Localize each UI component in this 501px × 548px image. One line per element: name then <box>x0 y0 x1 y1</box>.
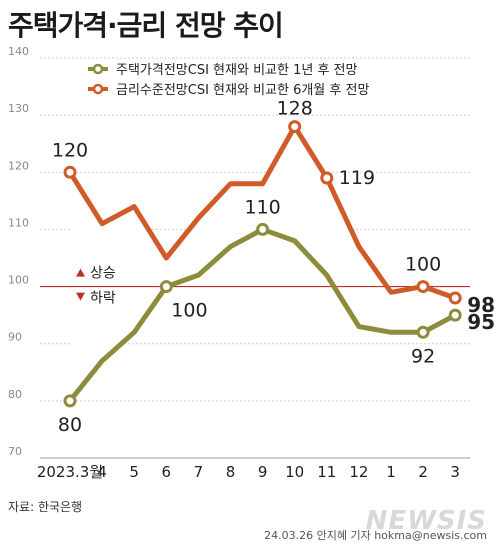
data-point <box>256 222 270 236</box>
x-tick-label: 3 <box>450 463 460 481</box>
x-tick-label: 1 <box>386 463 396 481</box>
data-label: 92 <box>411 345 435 367</box>
data-point <box>448 291 462 305</box>
x-tick-label: 4 <box>97 463 107 481</box>
area-between-series <box>70 126 456 401</box>
x-tick-label: 8 <box>226 463 236 481</box>
data-point <box>63 394 77 408</box>
credit-line: 24.03.26 안지혜 기자 hokma@newsis.com <box>264 529 487 542</box>
watermark: NEWSIS <box>365 506 487 536</box>
y-tick-label: 100 <box>8 274 29 287</box>
y-tick-label: 130 <box>8 102 29 115</box>
y-tick-label: 90 <box>8 331 22 344</box>
data-label: 119 <box>339 167 375 189</box>
data-point <box>448 308 462 322</box>
up-triangle-icon <box>76 268 85 277</box>
data-point <box>159 280 173 294</box>
x-tick-label: 9 <box>258 463 268 481</box>
data-label: 100 <box>171 300 207 322</box>
legend-marker-1 <box>92 63 104 75</box>
y-tick-label: 120 <box>8 159 29 172</box>
data-label: 128 <box>277 98 313 120</box>
x-tick-label: 2023.3월 <box>37 463 103 481</box>
legend-marker-2 <box>92 83 104 95</box>
data-label: 95 <box>467 310 495 334</box>
x-tick-label: 2 <box>418 463 428 481</box>
data-label: 98 <box>467 293 495 317</box>
y-tick-label: 140 <box>8 45 29 58</box>
y-tick-label: 110 <box>8 216 29 229</box>
data-label: 80 <box>58 414 82 436</box>
x-tick-label: 12 <box>349 463 368 481</box>
data-point <box>288 120 302 134</box>
chart-title: 주택가격·금리 전망 추이 <box>8 9 284 42</box>
y-tick-label: 80 <box>8 388 22 401</box>
data-label: 120 <box>52 139 88 161</box>
data-point <box>63 165 77 179</box>
down-label: 하락 <box>90 291 116 307</box>
x-tick-label: 6 <box>162 463 172 481</box>
legend-label-2: 금리수준전망CSI 현재와 비교한 6개월 후 전망 <box>116 83 369 98</box>
up-label: 상승 <box>90 266 116 282</box>
data-point <box>320 171 334 185</box>
data-point <box>416 325 430 339</box>
x-tick-label: 11 <box>317 463 336 481</box>
legend-label-1: 주택가격전망CSI 현재와 비교한 1년 후 전망 <box>116 63 357 78</box>
source-note: 자료: 한국은행 <box>8 500 83 514</box>
x-tick-label: 7 <box>194 463 204 481</box>
x-tick-label: 10 <box>285 463 304 481</box>
data-point <box>416 280 430 294</box>
data-label: 110 <box>244 196 280 218</box>
x-tick-label: 5 <box>129 463 139 481</box>
down-triangle-icon <box>76 292 85 301</box>
y-tick-label: 70 <box>8 445 22 458</box>
series-line-2 <box>67 124 458 301</box>
data-label: 100 <box>405 254 441 276</box>
